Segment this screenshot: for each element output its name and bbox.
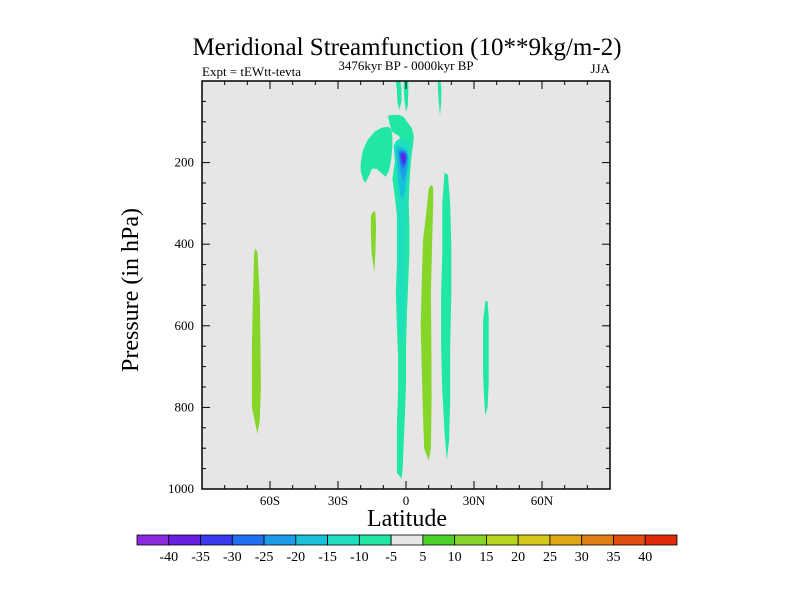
colorbar-swatch	[644, 534, 678, 546]
colorbar-swatch	[263, 534, 297, 546]
y-tick-label: 400	[175, 236, 195, 251]
colorbar-label: 20	[511, 550, 525, 565]
season-label: JJA	[590, 61, 610, 76]
colorbar-label: -30	[223, 550, 242, 565]
colorbar-swatch	[295, 534, 328, 546]
colorbar-label: -35	[191, 550, 210, 565]
contour-nh-positive-strip	[420, 185, 434, 461]
contour-top-strip-a	[395, 81, 402, 110]
colorbar-label: 10	[448, 550, 462, 565]
contour-sh-jet-branch	[360, 126, 393, 183]
colorbar-swatch	[613, 534, 646, 546]
y-tick-label: 600	[175, 318, 195, 333]
colorbar-swatch	[422, 534, 456, 546]
colorbar-swatch	[581, 534, 614, 546]
x-tick-label: 60N	[531, 493, 554, 508]
y-tick-label: 200	[175, 155, 195, 170]
colorbar: -40 -35 -30 -25 -20 -15 -10 -5 5 10 15 20 25 30 35 40	[136, 534, 678, 565]
colorbar-label: 15	[479, 550, 493, 565]
x-tick-label: 30S	[328, 493, 348, 508]
contour-sh-positive-strip	[251, 248, 261, 434]
time-range-label: 3476kyr BP - 0000kyr BP	[338, 58, 473, 73]
colorbar-swatch	[327, 534, 360, 546]
colorbar-label: -25	[255, 550, 274, 565]
axis-ticks: 60S 30S 0 30N 60N 200 400 600 800 1000	[168, 81, 610, 508]
experiment-label: Expt = tEWtt-tevta	[202, 64, 301, 79]
contour-nh-sub-strip	[483, 301, 489, 416]
y-axis-label: Pressure (in hPa)	[118, 208, 144, 372]
colorbar-label: 40	[638, 550, 652, 565]
x-tick-label: 0	[403, 493, 410, 508]
colorbar-label: 5	[419, 550, 426, 565]
colorbar-swatch	[200, 534, 233, 546]
colorbar-swatch	[517, 534, 551, 546]
x-tick-label: 60S	[260, 493, 280, 508]
colorbar-swatch	[390, 534, 424, 546]
x-axis-label: Latitude	[367, 506, 447, 532]
contour-layer	[251, 81, 489, 479]
colorbar-label: -10	[350, 550, 369, 565]
y-tick-label: 1000	[168, 481, 194, 496]
contour-core-35	[401, 154, 406, 161]
colorbar-label: 25	[543, 550, 557, 565]
colorbar-swatch	[136, 534, 170, 546]
chart-title: Meridional Streamfunction (10**9kg/m-2)	[192, 34, 621, 61]
colorbar-label: -20	[286, 550, 305, 565]
colorbar-label: -5	[385, 550, 397, 565]
colorbar-label: -15	[318, 550, 337, 565]
contour-top-strip-c	[437, 81, 442, 116]
x-tick-label: 30N	[463, 493, 486, 508]
colorbar-swatch	[549, 534, 583, 546]
colorbar-swatch	[454, 534, 487, 546]
y-tick-label: 800	[175, 399, 195, 414]
colorbar-swatch	[231, 534, 265, 546]
colorbar-label: 30	[575, 550, 589, 565]
colorbar-swatch	[358, 534, 392, 546]
contour-top-strip-b	[403, 81, 409, 112]
contour-sh-small-positive	[370, 211, 377, 273]
contour-nh-strip	[441, 172, 452, 461]
colorbar-label: 35	[606, 550, 620, 565]
colorbar-label: -40	[159, 550, 178, 565]
colorbar-swatch	[168, 534, 201, 546]
colorbar-swatch	[486, 534, 519, 546]
contour-core-inner	[393, 138, 411, 347]
